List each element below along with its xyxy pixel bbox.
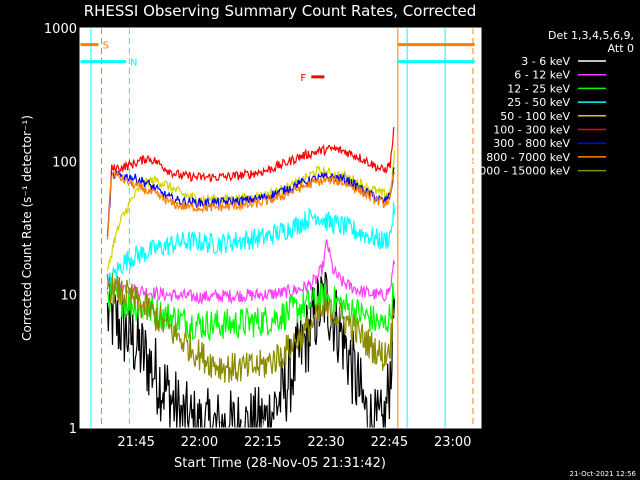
legend-label-3: 12 - 25 keV: [507, 82, 570, 95]
legend-label-1: 3 - 6 keV: [521, 55, 570, 68]
series-line-8: [106, 171, 396, 240]
series-line-4: [106, 202, 396, 287]
series-line-9: [106, 273, 395, 383]
y-tick-label-3: 100: [52, 155, 77, 170]
legend-label-6: 100 - 300 keV: [493, 124, 570, 137]
flag-label-f: F: [300, 73, 306, 84]
legend-label-7: 300 - 800 keV: [493, 137, 570, 150]
legend-label-9: 7000 - 15000 keV: [472, 165, 570, 178]
plot-frame: [79, 27, 482, 429]
annotation-lines: [90, 28, 474, 428]
y-tick-label-4: 1000: [44, 22, 77, 37]
chart-title: RHESSI Observing Summary Count Rates, Co…: [84, 2, 477, 20]
x-tick-label-6: 23:00: [434, 435, 471, 450]
legend-header-line-2: Att 0: [608, 42, 634, 55]
legend-label-5: 50 - 100 keV: [500, 110, 570, 123]
x-tick-label-2: 22:00: [181, 435, 218, 450]
flag-bars: S N F: [80, 41, 475, 84]
series-line-1: [106, 271, 396, 429]
x-axis-label: Start Time (28-Nov-05 21:31:42): [174, 456, 386, 471]
series-line-6: [106, 127, 395, 236]
flag-label-s: S: [103, 41, 109, 52]
legend-header-line-1: Det 1,3,4,5,6,9,: [548, 29, 634, 42]
y-tick-label-2: 10: [60, 289, 77, 304]
legend-label-4: 25 - 50 keV: [507, 96, 570, 109]
x-tick-label-4: 22:30: [307, 435, 344, 450]
footer-timestamp: 21-Oct-2021 12:56: [570, 470, 637, 478]
x-tick-label-5: 22:45: [371, 435, 408, 450]
y-tick-label-1: 1: [69, 422, 77, 437]
legend-label-8: 800 - 7000 keV: [486, 151, 570, 164]
series-line-2: [106, 239, 396, 305]
axis-ticks: 1 10 100 1000 21:45 22:00 22:15 22:30 22:45 23:00: [44, 22, 481, 450]
y-axis-label: Corrected Count Rate (s⁻¹ detector⁻¹): [20, 115, 34, 341]
series-layer: [106, 127, 396, 429]
x-tick-label-1: 21:45: [117, 435, 154, 450]
legend-label-2: 6 - 12 keV: [514, 69, 570, 82]
flag-label-n: N: [130, 58, 137, 69]
x-tick-label-3: 22:15: [244, 435, 281, 450]
